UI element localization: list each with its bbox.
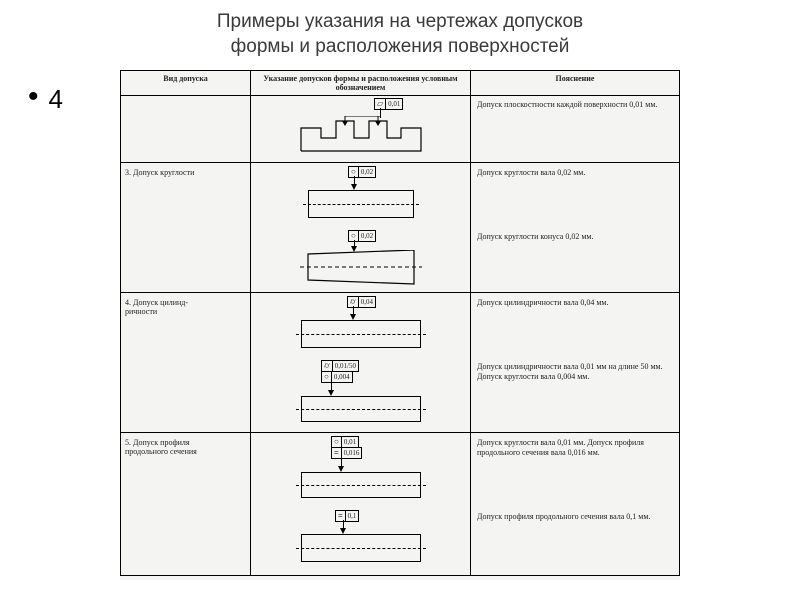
row-label (121, 510, 251, 566)
scanned-table: Вид допуска Указание допусков формы и ра… (120, 70, 680, 580)
row-label (121, 98, 251, 156)
tolerance-frame: = 0,016 (331, 447, 362, 459)
shaft-drawing (308, 190, 414, 218)
drawing-cell: ○ 0,02 (251, 166, 471, 222)
table-row: ▱ 0,01 Допуск плоско (121, 98, 679, 156)
profile-symbol: = (336, 511, 346, 521)
row-label: 3. Допуск круглости (121, 166, 251, 222)
table-header: Вид допуска Указание допусков формы и ра… (120, 70, 680, 96)
centerline (296, 485, 426, 486)
tolerance-value: 0,01 (386, 99, 402, 109)
header-col-1: Вид допуска (121, 71, 251, 95)
tolerance-frame: ⌭ 0,04 (347, 296, 376, 308)
drawing-cell: ⌭ 0,04 (251, 296, 471, 352)
row-label: 4. Допуск цилинд- ричности (121, 296, 251, 352)
shaft-drawing (301, 320, 421, 348)
tolerance-value: 0,01/50 (333, 361, 358, 371)
tolerance-frame: ○ 0,02 (348, 230, 376, 242)
tolerance-value: 0,04 (359, 297, 375, 307)
bullet-item: •4 (28, 80, 63, 115)
row-label (121, 230, 251, 288)
drawing-cell: ○ 0,01 = 0,016 (251, 436, 471, 502)
tolerance-value: 0,1 (346, 511, 359, 521)
tolerance-value: 0,02 (359, 167, 375, 177)
centerline (296, 548, 426, 549)
table-row: 4. Допуск цилинд- ричности ⌭ 0,04 Допуск… (121, 296, 679, 352)
table-row: 3. Допуск круглости ○ 0,02 Допуск кругло… (121, 166, 679, 222)
table-row: ○ 0,02 Допуск круглости конуса 0,02 мм. (121, 230, 679, 288)
title-line-2: формы и расположения поверхностей (231, 36, 570, 57)
tolerance-frame: = 0,1 (335, 510, 359, 522)
tolerance-frame: ▱ 0,01 (374, 98, 403, 110)
page-title: Примеры указания на чертежах допусков фо… (0, 0, 800, 65)
table-row: = 0,1 Допуск профиля продольного сечения… (121, 510, 679, 566)
bullet-text: 4 (49, 84, 63, 114)
shaft-drawing (301, 534, 421, 562)
drawing-cell: = 0,1 (251, 510, 471, 566)
table-body: ▱ 0,01 Допуск плоско (120, 96, 680, 576)
tolerance-frame: ○ 0,02 (348, 166, 376, 178)
tolerance-value: 0,01 (342, 437, 358, 447)
note-cell: Допуск цилиндричности вала 0,01 мм на дл… (471, 360, 679, 426)
tolerance-value: 0,02 (359, 231, 375, 241)
header-col-2: Указание допусков формы и расположения у… (251, 71, 471, 95)
note-cell: Допуск круглости вала 0,01 мм. Допуск пр… (471, 436, 679, 502)
row-label: 5. Допуск профиля продольного сечения (121, 436, 251, 502)
bullet-dot: • (28, 80, 39, 113)
drawing-cell: ○ 0,02 (251, 230, 471, 288)
centerline (296, 409, 426, 410)
centerline (296, 334, 426, 335)
tolerance-value: 0,016 (342, 448, 362, 458)
shaft-drawing (301, 472, 421, 498)
shaft-drawing (301, 396, 421, 422)
cylindricity-symbol: ⌭ (322, 361, 333, 371)
divider (121, 432, 679, 433)
drawing-cell: ⌭ 0,01/50 ○ 0,004 (251, 360, 471, 426)
note-cell: Допуск плоскостности каждой поверхности … (471, 98, 679, 156)
note-cell: Допуск цилиндричности вала 0,04 мм. (471, 296, 679, 352)
roundness-symbol: ○ (332, 437, 342, 447)
row-label (121, 360, 251, 426)
roundness-symbol: ○ (322, 372, 332, 382)
tolerance-value: 0,004 (332, 372, 352, 382)
note-cell: Допуск круглости вала 0,02 мм. (471, 166, 679, 222)
tolerance-frame: ○ 0,004 (321, 371, 353, 383)
flatness-drawing (296, 116, 426, 156)
profile-symbol: = (332, 448, 342, 458)
table-row: ⌭ 0,01/50 ○ 0,004 Допуск цилиндричности … (121, 360, 679, 426)
divider (121, 162, 679, 163)
title-line-1: Примеры указания на чертежах допусков (217, 11, 583, 32)
note-cell: Допуск профиля продольного сечения вала … (471, 510, 679, 566)
cone-drawing (296, 250, 426, 288)
divider (121, 292, 679, 293)
table-row: 5. Допуск профиля продольного сечения ○ … (121, 436, 679, 502)
header-col-3: Пояснение (471, 71, 679, 95)
drawing-cell: ▱ 0,01 (251, 98, 471, 156)
note-cell: Допуск круглости конуса 0,02 мм. (471, 230, 679, 288)
centerline (303, 204, 419, 205)
